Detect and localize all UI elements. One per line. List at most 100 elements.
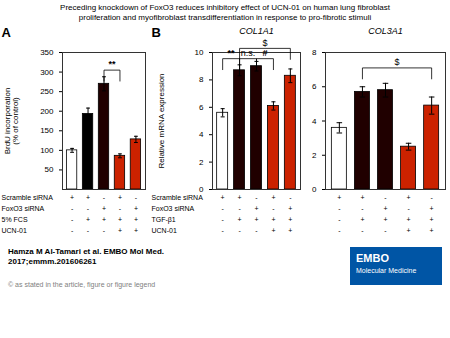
svg-text:+: + bbox=[118, 194, 122, 201]
svg-text:6: 6 bbox=[199, 103, 204, 112]
svg-text:6: 6 bbox=[312, 82, 317, 91]
svg-text:**: ** bbox=[228, 48, 236, 58]
svg-text:0: 0 bbox=[199, 185, 204, 194]
svg-text:-: - bbox=[338, 216, 341, 223]
svg-text:-: - bbox=[71, 216, 74, 223]
svg-text:+: + bbox=[238, 216, 242, 223]
svg-text:50: 50 bbox=[45, 165, 54, 174]
svg-text:-: - bbox=[119, 205, 122, 212]
svg-text:+: + bbox=[407, 216, 411, 223]
svg-text:+: + bbox=[383, 216, 387, 223]
svg-text:10: 10 bbox=[195, 48, 204, 57]
svg-text:-: - bbox=[221, 216, 224, 223]
svg-text:$: $ bbox=[262, 38, 267, 48]
svg-text:COL1A1: COL1A1 bbox=[239, 26, 274, 36]
html-text:EMBO: EMBO bbox=[356, 252, 389, 264]
svg-text:-: - bbox=[255, 194, 258, 201]
svg-text:+: + bbox=[118, 227, 122, 234]
svg-text:+: + bbox=[288, 227, 292, 234]
svg-text:**: ** bbox=[108, 59, 116, 69]
svg-text:+: + bbox=[238, 194, 242, 201]
svg-text:2: 2 bbox=[199, 158, 204, 167]
svg-text:350: 350 bbox=[40, 48, 54, 57]
svg-text:+: + bbox=[70, 194, 74, 201]
svg-text:-: - bbox=[361, 205, 364, 212]
svg-text:n.s.: n.s. bbox=[241, 48, 256, 58]
svg-text:-: - bbox=[71, 205, 74, 212]
svg-text:4: 4 bbox=[199, 130, 204, 139]
svg-text:+: + bbox=[430, 216, 434, 223]
svg-text:+: + bbox=[254, 216, 258, 223]
svg-text:4: 4 bbox=[312, 117, 317, 126]
svg-text:+: + bbox=[271, 227, 275, 234]
svg-text:+: + bbox=[118, 216, 122, 223]
svg-text:+: + bbox=[86, 216, 90, 223]
svg-text:+: + bbox=[271, 194, 275, 201]
svg-text:-: - bbox=[338, 227, 341, 234]
svg-text:+: + bbox=[102, 205, 106, 212]
svg-text:-: - bbox=[135, 194, 138, 201]
svg-text:+: + bbox=[134, 227, 138, 234]
svg-text:-: - bbox=[255, 227, 258, 234]
svg-text:-: - bbox=[221, 227, 224, 234]
svg-text:250: 250 bbox=[40, 87, 54, 96]
svg-text:+: + bbox=[221, 194, 225, 201]
svg-text:-: - bbox=[289, 194, 292, 201]
html-text:Hamza M Al-Tamari et al. EMBO: Hamza M Al-Tamari et al. EMBO Mol Med. 2… bbox=[8, 247, 164, 266]
svg-text:-: - bbox=[384, 194, 387, 201]
svg-text:+: + bbox=[430, 205, 434, 212]
svg-text:TGF-β1: TGF-β1 bbox=[152, 216, 176, 224]
svg-text:-: - bbox=[407, 205, 410, 212]
svg-text:FoxO3 siRNA: FoxO3 siRNA bbox=[2, 205, 45, 212]
svg-text:+: + bbox=[254, 205, 258, 212]
svg-text:#: # bbox=[262, 48, 267, 58]
svg-text:-: - bbox=[272, 205, 275, 212]
svg-text:Scramble siRNA: Scramble siRNA bbox=[152, 194, 204, 201]
svg-text:+: + bbox=[102, 216, 106, 223]
svg-text:-: - bbox=[87, 227, 90, 234]
svg-text:COL3A1: COL3A1 bbox=[368, 26, 403, 36]
svg-text:-: - bbox=[87, 205, 90, 212]
svg-text:+: + bbox=[337, 194, 341, 201]
svg-text:8: 8 bbox=[312, 48, 317, 57]
svg-text:300: 300 bbox=[40, 68, 54, 77]
svg-text:-: - bbox=[103, 194, 106, 201]
svg-text:+: + bbox=[288, 205, 292, 212]
svg-text:100: 100 bbox=[40, 146, 54, 155]
svg-text:5% FCS: 5% FCS bbox=[2, 216, 28, 223]
svg-text:-: - bbox=[384, 227, 387, 234]
svg-text:Scramble siRNA: Scramble siRNA bbox=[2, 194, 54, 201]
svg-text:2: 2 bbox=[312, 151, 317, 160]
svg-text:150: 150 bbox=[40, 126, 54, 135]
svg-text:-: - bbox=[238, 227, 241, 234]
svg-text:A: A bbox=[2, 26, 12, 40]
svg-text:+: + bbox=[271, 216, 275, 223]
svg-text:+: + bbox=[134, 205, 138, 212]
svg-text:UCN-01: UCN-01 bbox=[152, 227, 177, 234]
svg-text:-: - bbox=[430, 194, 433, 201]
svg-text:B: B bbox=[152, 26, 161, 40]
svg-text:-: - bbox=[361, 227, 364, 234]
svg-text:UCN-01: UCN-01 bbox=[2, 227, 27, 234]
svg-text:-: - bbox=[221, 205, 224, 212]
svg-text:$: $ bbox=[395, 57, 400, 67]
svg-text:+: + bbox=[360, 194, 364, 201]
svg-text:-: - bbox=[71, 227, 74, 234]
svg-text:+: + bbox=[134, 216, 138, 223]
svg-text:+: + bbox=[360, 216, 364, 223]
svg-text:+: + bbox=[430, 227, 434, 234]
svg-text:0: 0 bbox=[312, 185, 317, 194]
svg-text:BrdU incorporation(% of contro: BrdU incorporation(% of control) bbox=[3, 88, 20, 155]
svg-text:-: - bbox=[338, 205, 341, 212]
svg-text:Relative mRNA expression: Relative mRNA expression bbox=[157, 73, 166, 168]
svg-text:-: - bbox=[238, 205, 241, 212]
svg-text:+: + bbox=[86, 194, 90, 201]
svg-text:+: + bbox=[407, 227, 411, 234]
svg-text:8: 8 bbox=[199, 75, 204, 84]
svg-text:200: 200 bbox=[40, 107, 54, 116]
svg-text:+: + bbox=[288, 216, 292, 223]
svg-text:+: + bbox=[383, 205, 387, 212]
svg-text:+: + bbox=[407, 194, 411, 201]
svg-text:-: - bbox=[103, 227, 106, 234]
svg-text:FoxO3 siRNA: FoxO3 siRNA bbox=[152, 205, 195, 212]
